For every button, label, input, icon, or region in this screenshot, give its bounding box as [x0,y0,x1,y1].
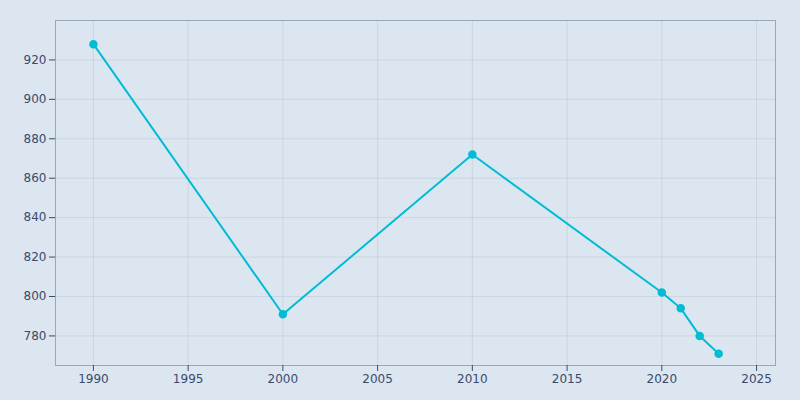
svg-text:920: 920 [24,53,47,67]
svg-text:2005: 2005 [362,372,393,386]
svg-text:780: 780 [24,329,47,343]
svg-text:860: 860 [24,171,47,185]
svg-text:820: 820 [24,250,47,264]
svg-text:800: 800 [24,289,47,303]
svg-text:900: 900 [24,92,47,106]
svg-text:1990: 1990 [78,372,109,386]
svg-text:2010: 2010 [457,372,488,386]
svg-text:1995: 1995 [173,372,204,386]
svg-text:2000: 2000 [268,372,299,386]
svg-text:2015: 2015 [552,372,583,386]
svg-text:840: 840 [24,210,47,224]
svg-text:2025: 2025 [741,372,772,386]
svg-text:880: 880 [24,132,47,146]
svg-text:2020: 2020 [647,372,678,386]
